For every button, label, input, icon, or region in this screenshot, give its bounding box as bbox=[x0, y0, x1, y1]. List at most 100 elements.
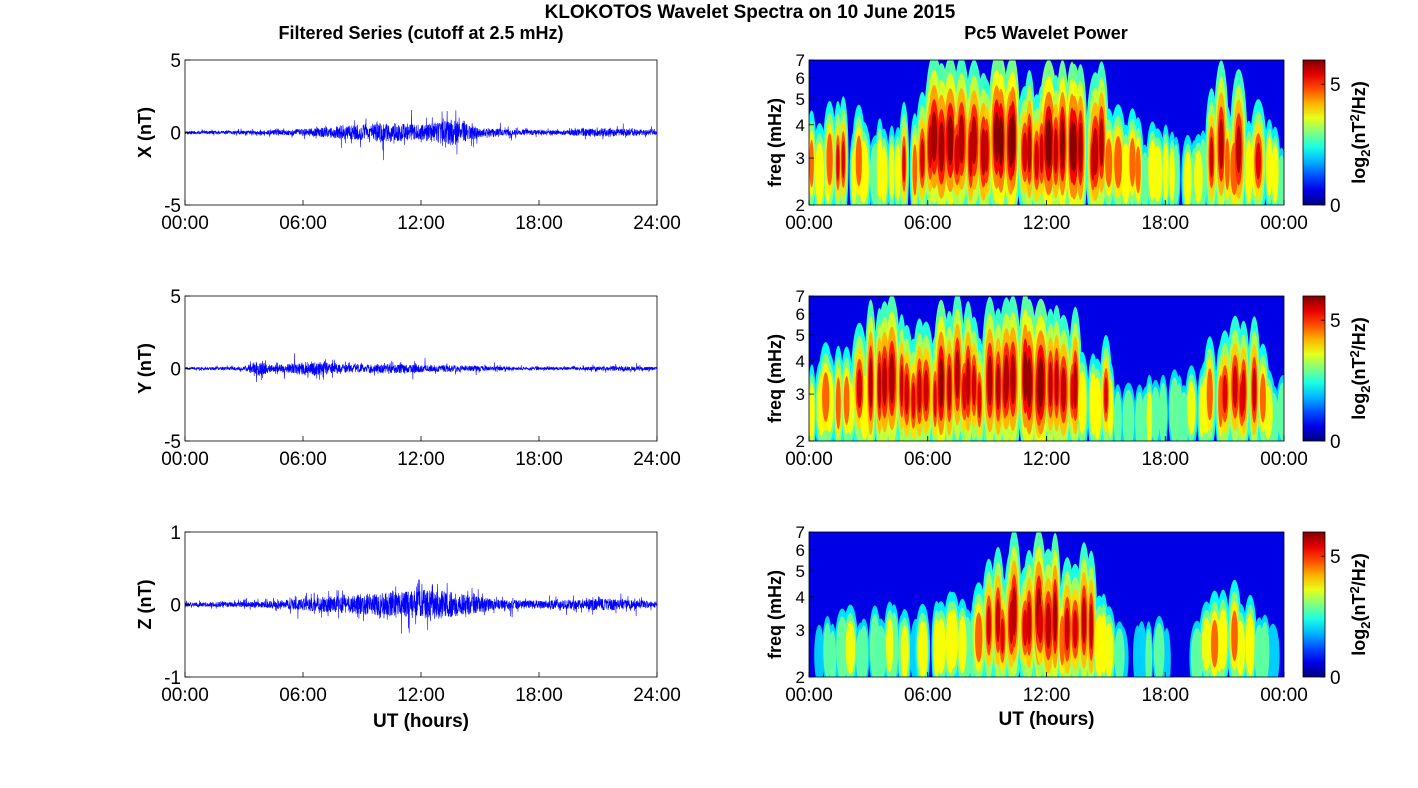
power-blob bbox=[933, 380, 937, 418]
y-tick-label: 4 bbox=[796, 116, 805, 135]
power-blob bbox=[1122, 390, 1135, 441]
x-tick-label: 06:00 bbox=[279, 449, 327, 470]
x-tick-label: 12:00 bbox=[397, 213, 445, 234]
power-blob bbox=[1169, 148, 1175, 203]
power-blob bbox=[829, 630, 837, 677]
series-line-x bbox=[184, 110, 658, 161]
y-tick-label: -5 bbox=[164, 196, 181, 217]
power-blob bbox=[1053, 128, 1059, 174]
power-blob bbox=[947, 364, 952, 411]
y-axis-label: Z (nT) bbox=[135, 580, 155, 630]
left-column-title: Filtered Series (cutoff at 2.5 mHz) bbox=[278, 23, 563, 43]
power-blob bbox=[986, 605, 991, 646]
power-blob bbox=[1259, 373, 1266, 423]
y-tick-label: 5 bbox=[170, 51, 181, 72]
power-blob bbox=[1034, 140, 1039, 181]
x-tick-label: 18:00 bbox=[1141, 685, 1189, 706]
x-tick-label: 24:00 bbox=[633, 685, 681, 706]
colorbar-label: log2(nT2/Hz) bbox=[1347, 317, 1373, 419]
power-blob bbox=[836, 144, 840, 182]
power-blob bbox=[826, 133, 833, 186]
colorbar-label: log2(nT2/Hz) bbox=[1347, 553, 1373, 655]
power-blob bbox=[984, 129, 989, 173]
power-blob bbox=[998, 115, 1004, 166]
power-blob bbox=[1010, 354, 1016, 405]
power-blob bbox=[1003, 354, 1010, 404]
power-blob bbox=[1054, 359, 1059, 407]
y-tick-label: 7 bbox=[796, 51, 805, 70]
power-blob bbox=[1260, 622, 1270, 677]
y-tick-label: 2 bbox=[796, 196, 805, 215]
power-blob bbox=[1136, 621, 1147, 677]
power-blob bbox=[1045, 118, 1052, 169]
x-tick-label: 00:00 bbox=[161, 685, 209, 706]
power-blob bbox=[1277, 155, 1284, 205]
x-tick-label: 00:00 bbox=[785, 213, 833, 234]
power-blob bbox=[868, 358, 873, 409]
power-blob bbox=[1245, 140, 1253, 204]
power-blob bbox=[1241, 369, 1246, 412]
x-tick-label: 06:00 bbox=[904, 213, 952, 234]
x-tick-label: 00:00 bbox=[161, 449, 209, 470]
y-tick-label: -1 bbox=[164, 668, 181, 689]
y-tick-label: 1 bbox=[170, 523, 181, 544]
x-tick-label: 06:00 bbox=[279, 685, 327, 706]
power-blob bbox=[1266, 623, 1280, 677]
x-axis-label: UT (hours) bbox=[998, 709, 1094, 730]
power-blob bbox=[1187, 381, 1196, 435]
power-blob bbox=[1114, 628, 1125, 677]
power-blob bbox=[1191, 628, 1203, 677]
x-tick-label: 12:00 bbox=[397, 685, 445, 706]
x-tick-label: 00:00 bbox=[1260, 213, 1308, 234]
power-blob bbox=[904, 373, 909, 415]
power-blob bbox=[1092, 377, 1102, 440]
y-tick-label: 6 bbox=[796, 69, 805, 88]
y-tick-label: 5 bbox=[796, 326, 805, 345]
colorbar: 5 0 log2(nT2/Hz) bbox=[1302, 295, 1373, 453]
power-blob bbox=[1078, 371, 1087, 435]
y-tick-label: 4 bbox=[796, 352, 805, 371]
x-tick-label: 00:00 bbox=[785, 685, 833, 706]
power-blob bbox=[994, 111, 1000, 163]
power-blob bbox=[886, 618, 894, 672]
power-blob bbox=[1222, 374, 1228, 413]
power-blob bbox=[1059, 615, 1065, 666]
power-blob bbox=[1064, 607, 1070, 651]
power-blob bbox=[1140, 152, 1149, 205]
series-panel-x: 5 0 -500:00 06:00 12:00 18:00 24:00 X (nT) bbox=[135, 51, 681, 234]
power-blob bbox=[1027, 125, 1032, 173]
y-axis-label: freq (mHz) bbox=[765, 98, 785, 187]
power-blob bbox=[855, 135, 862, 187]
x-tick-label: 18:00 bbox=[515, 213, 563, 234]
power-blob bbox=[1211, 619, 1219, 668]
power-blob bbox=[917, 369, 922, 414]
power-blob bbox=[1194, 150, 1203, 204]
y-tick-label: 5 bbox=[170, 287, 181, 308]
power-blob bbox=[1027, 601, 1032, 645]
power-blob bbox=[977, 381, 982, 419]
x-tick-label: 12:00 bbox=[1023, 685, 1071, 706]
series-line-y bbox=[184, 353, 658, 383]
power-blob bbox=[1104, 377, 1108, 414]
y-tick-label: 6 bbox=[796, 305, 805, 324]
colorbar-scale bbox=[1302, 59, 1326, 206]
power-blob bbox=[845, 620, 856, 675]
power-blob bbox=[822, 372, 830, 422]
power-blob bbox=[1201, 617, 1212, 671]
x-tick-label: 18:00 bbox=[1141, 213, 1189, 234]
power-blob bbox=[1121, 143, 1131, 204]
y-tick-label: 7 bbox=[796, 523, 805, 542]
power-blob bbox=[1231, 610, 1238, 662]
power-blob bbox=[987, 355, 993, 406]
power-blob bbox=[1150, 386, 1161, 441]
colorbar: 5 0 log2(nT2/Hz) bbox=[1302, 531, 1373, 689]
power-blob bbox=[856, 368, 863, 409]
power-blob bbox=[1071, 122, 1077, 173]
power-blob bbox=[975, 612, 983, 663]
power-blob bbox=[1039, 133, 1044, 174]
power-blob bbox=[1037, 603, 1043, 644]
power-blob bbox=[1246, 613, 1255, 676]
power-blob bbox=[1105, 138, 1113, 188]
